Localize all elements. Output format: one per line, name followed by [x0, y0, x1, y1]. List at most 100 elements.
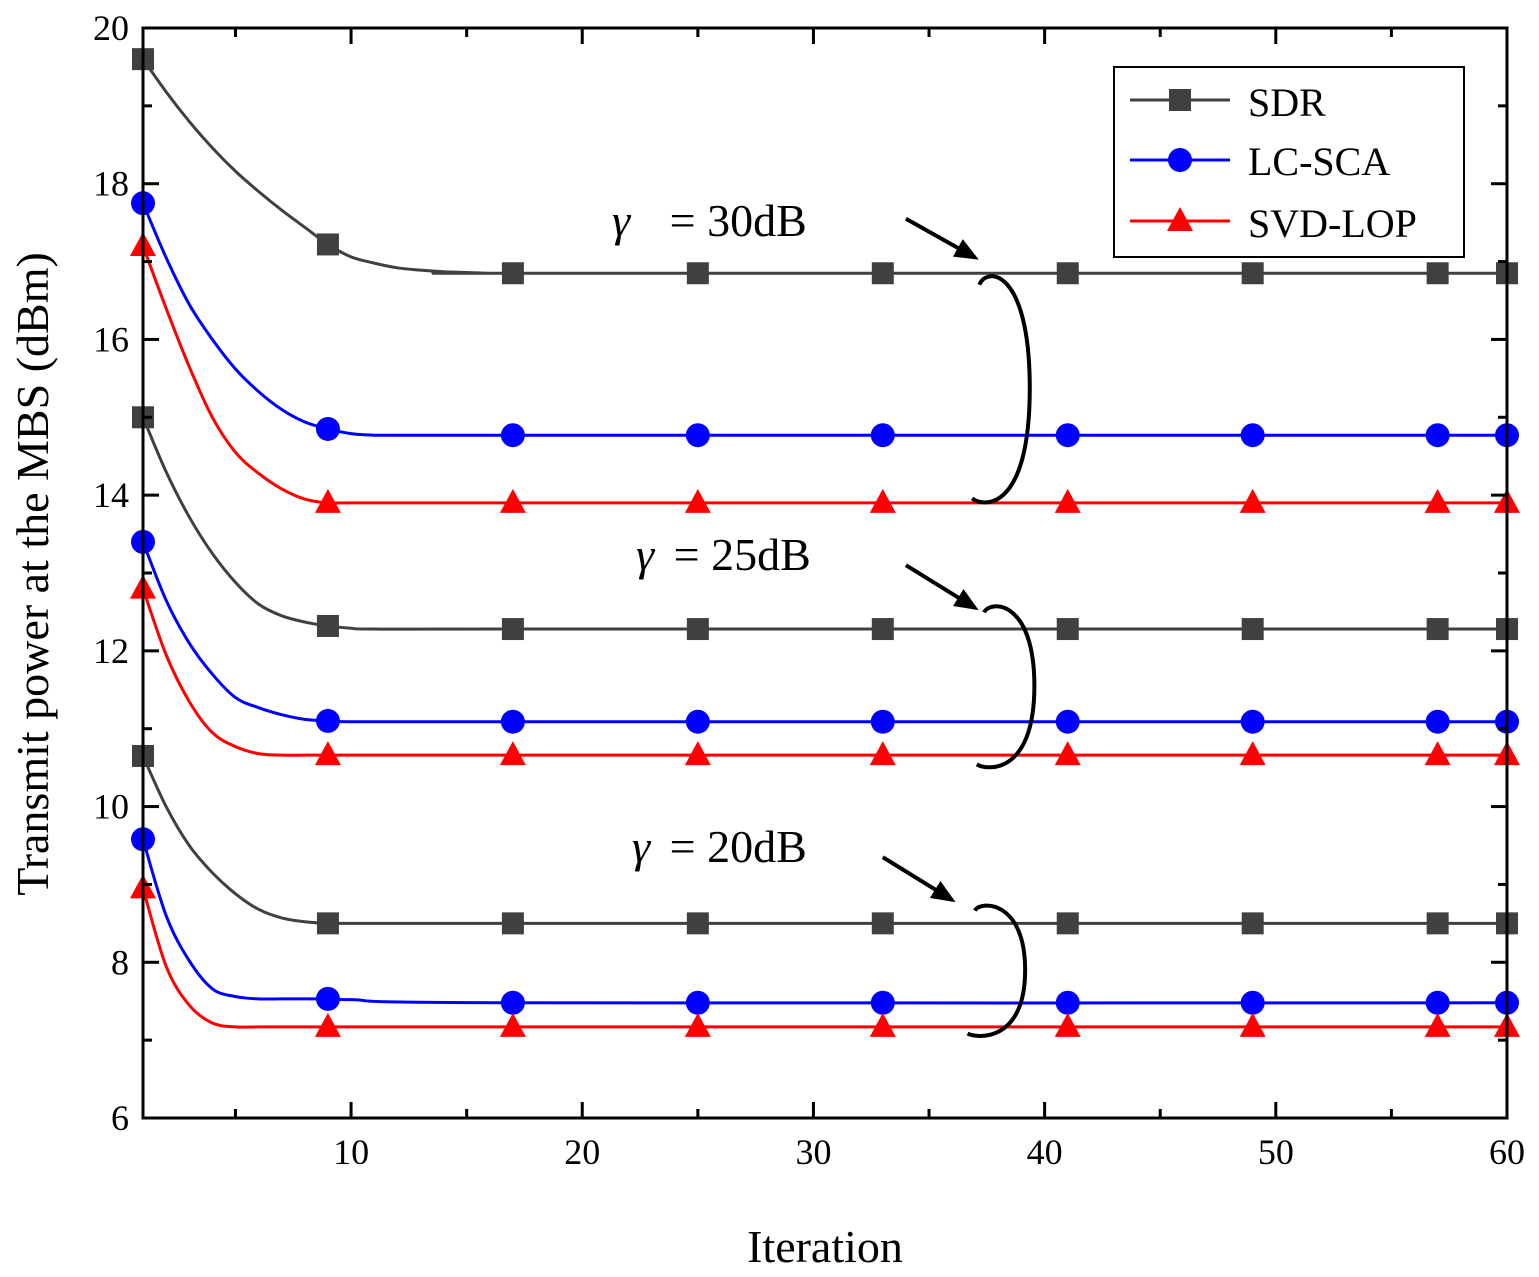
- data-point-lc-sca: [1425, 709, 1450, 734]
- series-sdr-group-0: [132, 48, 1518, 285]
- data-point-svd-lop: [1424, 488, 1451, 513]
- data-point-svd-lop: [1424, 1012, 1451, 1037]
- data-point-svd-lop: [499, 488, 526, 513]
- data-point-svd-lop: [869, 741, 896, 766]
- data-point-sdr: [501, 912, 524, 935]
- data-point-svd-lop: [1424, 741, 1451, 766]
- annotation-label-20db: γ = 20dB: [632, 821, 807, 872]
- data-point-sdr: [316, 614, 339, 637]
- series-line-lc-sca: [141, 838, 1508, 1005]
- data-point-lc-sca: [1240, 709, 1265, 734]
- data-point-sdr: [316, 912, 339, 935]
- data-point-svd-lop: [314, 1012, 341, 1037]
- data-point-lc-sca: [870, 709, 895, 734]
- data-point-lc-sca: [870, 423, 895, 448]
- x-axis-title: Iteration: [747, 1221, 903, 1272]
- x-tick-label: 30: [795, 1132, 831, 1172]
- gamma-symbol: γ: [612, 195, 632, 246]
- data-point-lc-sca: [685, 709, 710, 734]
- data-point-svd-lop: [314, 741, 341, 766]
- series-line-sdr: [141, 755, 1507, 925]
- annotation-arrow-0: [904, 217, 979, 260]
- annotation-label-30db-text: γ = 30dB: [612, 195, 807, 246]
- data-point-sdr: [1056, 618, 1079, 641]
- legend: SDR LC-SCA SVD-LOP: [1113, 66, 1465, 258]
- data-point-lc-sca: [1425, 990, 1450, 1015]
- y-axis-title: Transmit power at the MBS (dBm): [7, 252, 58, 896]
- series-line-sdr: [141, 416, 1507, 631]
- annotation-bracket-2: [966, 903, 1028, 1038]
- gamma-symbol: γ: [632, 821, 652, 872]
- y-tick-label: 10: [93, 787, 129, 827]
- data-point-lc-sca: [315, 986, 340, 1011]
- data-point-lc-sca: [500, 990, 525, 1015]
- x-tick-label: 50: [1258, 1132, 1294, 1172]
- annotation-arrow-2: [881, 855, 956, 903]
- data-point-lc-sca: [315, 708, 340, 733]
- y-tick-label: 18: [93, 164, 129, 204]
- annotation-layer: [881, 217, 1037, 1038]
- data-point-svd-lop: [499, 1012, 526, 1037]
- legend-marker-lc-sca: [1168, 148, 1192, 172]
- data-point-sdr: [1241, 262, 1264, 285]
- data-point-sdr: [686, 912, 709, 935]
- series-line-svd-lop: [141, 588, 1507, 757]
- annotation-arrow-1: [904, 563, 979, 611]
- data-point-lc-sca: [1055, 423, 1080, 448]
- x-tick-label: 40: [1027, 1132, 1063, 1172]
- data-point-svd-lop: [684, 741, 711, 766]
- series-line-svd-lop: [141, 887, 1507, 1029]
- data-point-svd-lop: [1054, 488, 1081, 513]
- data-point-sdr: [686, 262, 709, 285]
- data-point-lc-sca: [685, 423, 710, 448]
- data-point-lc-sca: [685, 990, 710, 1015]
- y-tick-label: 6: [111, 1098, 129, 1138]
- data-point-lc-sca: [500, 709, 525, 734]
- data-point-svd-lop: [499, 741, 526, 766]
- series-lc-sca-group-1: [131, 529, 1519, 734]
- series-svd-lop-group-2: [130, 874, 1520, 1037]
- data-point-lc-sca: [1240, 423, 1265, 448]
- axis-layer: 6 8 10 12 14 16 18 20 10 20 30 40 50 60: [93, 8, 1525, 1172]
- data-point-lc-sca: [500, 423, 525, 448]
- data-point-sdr: [1241, 618, 1264, 641]
- legend-label-svd-lop: SVD-LOP: [1248, 201, 1417, 246]
- series-layer: [130, 48, 1520, 1037]
- data-point-sdr: [871, 262, 894, 285]
- data-point-lc-sca: [1055, 709, 1080, 734]
- data-point-lc-sca: [1240, 990, 1265, 1015]
- annotation-label-30db: γ = 30dB: [612, 195, 807, 246]
- series-line-lc-sca: [141, 541, 1507, 724]
- series-svd-lop-group-1: [130, 574, 1520, 766]
- data-point-svd-lop: [1054, 741, 1081, 766]
- data-point-svd-lop: [1239, 741, 1266, 766]
- data-point-svd-lop: [1239, 1012, 1266, 1037]
- data-point-sdr: [1056, 912, 1079, 935]
- data-point-sdr: [686, 618, 709, 641]
- data-point-sdr: [316, 233, 339, 256]
- data-point-svd-lop: [684, 488, 711, 513]
- y-tick-label: 20: [93, 8, 129, 48]
- annotation-label-25db-text: γ = 25dB: [636, 529, 811, 580]
- y-tick-label: 16: [93, 319, 129, 359]
- annotation-label-25db: γ = 25dB: [636, 529, 811, 580]
- gamma-symbol: γ: [636, 529, 656, 580]
- series-line-svd-lop: [141, 245, 1507, 505]
- x-tick-label: 20: [564, 1132, 600, 1172]
- data-point-sdr: [1426, 912, 1449, 935]
- series-sdr-group-1: [132, 406, 1518, 641]
- y-tick-label: 8: [111, 942, 129, 982]
- annotation-bracket-0: [970, 274, 1032, 505]
- x-tick-label: 60: [1489, 1132, 1525, 1172]
- series-sdr-group-2: [132, 744, 1518, 935]
- data-point-sdr: [1056, 262, 1079, 285]
- data-point-svd-lop: [684, 1012, 711, 1037]
- data-point-lc-sca: [1425, 423, 1450, 448]
- series-lc-sca-group-2: [131, 827, 1519, 1015]
- legend-label-sdr: SDR: [1248, 80, 1326, 125]
- data-point-svd-lop: [1239, 488, 1266, 513]
- data-point-sdr: [1426, 618, 1449, 641]
- y-tick-label: 14: [93, 475, 129, 515]
- annotation-bracket-1: [975, 604, 1037, 770]
